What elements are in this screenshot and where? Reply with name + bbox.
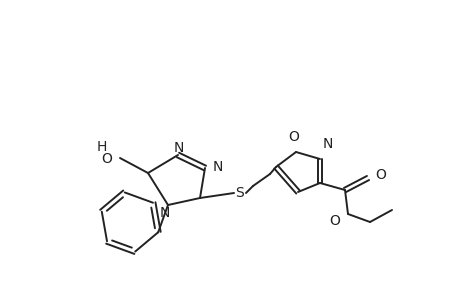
Text: O: O: [328, 214, 339, 228]
Text: N: N: [174, 141, 184, 155]
Text: S: S: [235, 186, 244, 200]
Text: N: N: [322, 137, 333, 151]
Text: H: H: [96, 140, 107, 154]
Text: O: O: [374, 168, 385, 182]
Text: N: N: [213, 160, 223, 174]
Text: O: O: [101, 152, 112, 166]
Text: O: O: [288, 130, 299, 144]
Text: N: N: [159, 206, 170, 220]
